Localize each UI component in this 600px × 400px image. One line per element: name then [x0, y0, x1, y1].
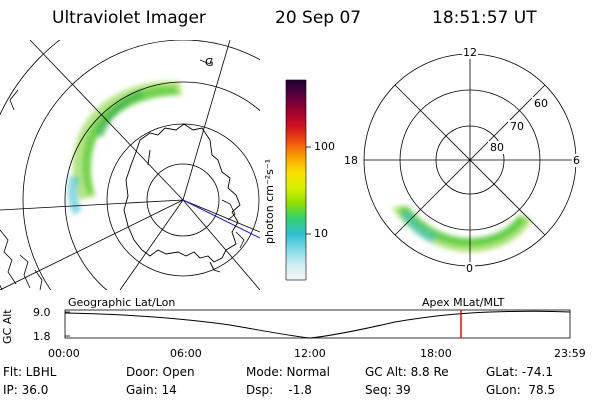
- info-dsp: Dsp: -1.8: [246, 383, 312, 397]
- info-gain: Gain: 14: [126, 383, 177, 397]
- mag-labels: [342, 46, 582, 275]
- info-filter: Flt: LBHL: [3, 365, 57, 379]
- time-label: 18:51:57 UT: [432, 8, 537, 28]
- date-label: 20 Sep 07: [275, 8, 362, 28]
- mlt-label-18: 18: [344, 154, 358, 167]
- info-glon: GLon: 78.5: [486, 383, 556, 397]
- colorbar-unit: photon cm⁻²s⁻¹: [263, 158, 276, 244]
- colorbar-label-10: 10: [314, 227, 328, 240]
- altitude-curve: [64, 310, 571, 339]
- info-mode: Mode: Normal: [246, 365, 330, 379]
- info-glat: GLat: -74.1: [486, 365, 553, 379]
- xtick-1800: 18:00: [420, 347, 452, 360]
- sun-meridian: [182, 199, 260, 239]
- altitude-ytick-low: 1.8: [33, 330, 51, 343]
- aurora-mag: [392, 205, 532, 252]
- outer-coastlines: [0, 57, 213, 290]
- altitude-ylabel: GC Alt: [1, 309, 14, 344]
- info-gc-alt: GC Alt: 8.8 Re: [365, 365, 449, 379]
- mag-mlt-lines: [364, 54, 576, 266]
- geo-lon-lines: [0, 40, 260, 290]
- mag-panel-label: Apex MLat/MLT: [422, 296, 505, 309]
- altitude-ytick-high: 9.0: [33, 306, 51, 319]
- magnetic-panel: [342, 46, 582, 275]
- mlt-label-0: 0: [466, 262, 473, 275]
- altitude-plot: [64, 309, 571, 339]
- info-door: Door: Open: [126, 365, 195, 379]
- xtick-0600: 06:00: [170, 347, 202, 360]
- antarctica-coastline: [123, 123, 241, 273]
- instrument-title: Ultraviolet Imager: [52, 8, 206, 28]
- mlat-label-60: 60: [534, 97, 548, 110]
- xtick-1200: 12:00: [294, 347, 326, 360]
- colorbar-label-100: 100: [314, 140, 335, 153]
- geo-lat-circles: [0, 40, 260, 290]
- info-seq: Seq: 39: [365, 383, 411, 397]
- mlat-label-70: 70: [510, 120, 524, 133]
- info-ip: IP: 36.0: [3, 383, 49, 397]
- geo-panel-label: Geographic Lat/Lon: [68, 296, 176, 309]
- geo-grid-label: G: [205, 56, 214, 69]
- mlt-label-6: 6: [573, 154, 580, 167]
- aurora-geo: [67, 81, 182, 215]
- xtick-0000: 00:00: [48, 347, 80, 360]
- mlat-label-80: 80: [490, 141, 504, 154]
- colorbar: [285, 79, 311, 281]
- mlt-label-12: 12: [463, 46, 477, 59]
- xtick-2359: 23:59: [554, 347, 586, 360]
- geographic-panel: [0, 40, 260, 290]
